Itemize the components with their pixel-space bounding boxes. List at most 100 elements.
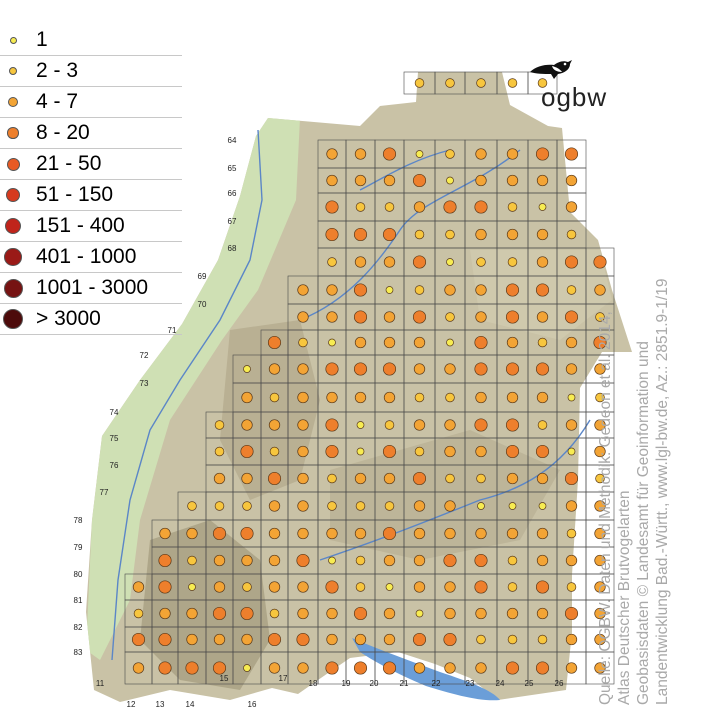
observation-dot (354, 527, 367, 540)
observation-dot (535, 444, 550, 459)
observation-dot (327, 257, 337, 267)
legend-swatch (8, 66, 18, 76)
observation-dot (241, 472, 253, 485)
observation-dot (297, 391, 309, 404)
observation-dot (325, 444, 339, 459)
observation-dot (212, 606, 227, 621)
observation-dot (444, 363, 456, 375)
observation-dot (383, 554, 396, 567)
row-label: 74 (110, 408, 119, 417)
observation-dot (477, 502, 485, 510)
observation-dot (594, 419, 606, 431)
legend-swatch (4, 248, 22, 266)
observation-dot (445, 392, 455, 403)
observation-dot (565, 336, 578, 349)
observation-dot (382, 362, 397, 376)
observation-dot (475, 391, 487, 404)
legend-swatch (2, 308, 24, 330)
observation-dot (594, 445, 606, 458)
observation-dot (564, 310, 579, 324)
observation-dot (474, 200, 488, 214)
column-label: 20 (370, 679, 379, 688)
legend-item: 51 - 150 (0, 180, 182, 211)
observation-dot (326, 284, 338, 296)
observation-dot (413, 554, 426, 567)
observation-dot (356, 447, 365, 456)
observation-dot (268, 363, 281, 375)
observation-dot (507, 634, 518, 645)
legend-swatch (3, 278, 23, 298)
observation-dot (297, 500, 309, 512)
observation-dot (507, 78, 518, 88)
column-label: 26 (555, 679, 564, 688)
legend-swatch (6, 157, 20, 171)
observation-dot (243, 365, 251, 373)
observation-dot (476, 634, 486, 645)
observation-dot (326, 527, 338, 540)
observation-dot (355, 555, 366, 566)
column-label: 22 (432, 679, 441, 688)
observation-dot (241, 391, 253, 404)
row-label: 73 (140, 379, 149, 388)
observation-dot (383, 336, 396, 349)
observation-dot (355, 202, 366, 212)
observation-dot (354, 633, 367, 646)
observation-dot (414, 78, 425, 88)
legend-label: 1 (36, 28, 48, 51)
observation-dot (412, 255, 427, 269)
observation-dot (242, 501, 252, 511)
observation-dot (566, 582, 577, 592)
observation-dot (444, 662, 456, 674)
observation-dot (507, 257, 518, 267)
observation-dot (133, 608, 144, 619)
observation-dot (297, 581, 309, 593)
observation-dot (356, 421, 365, 429)
observation-dot (240, 444, 254, 459)
observation-dot (476, 78, 486, 88)
observation-dot (186, 633, 198, 646)
column-label: 21 (400, 679, 409, 688)
observation-dot (506, 228, 519, 241)
row-label: 70 (198, 300, 207, 309)
observation-dot (328, 556, 336, 565)
observation-dot (566, 285, 577, 295)
observation-dot (187, 501, 197, 511)
observation-dot (414, 446, 425, 457)
observation-dot (414, 229, 425, 240)
observation-dot (443, 632, 457, 647)
observation-dot (475, 148, 487, 160)
observation-dot (475, 228, 487, 241)
observation-dot (328, 338, 336, 347)
observation-dot (594, 662, 606, 674)
observation-dot (354, 148, 367, 160)
observation-dot (188, 583, 196, 591)
source-note: Quelle: OGBW. Daten und Methodik: Gedeon… (596, 5, 672, 705)
observation-dot (476, 473, 486, 484)
observation-dot (267, 471, 282, 486)
legend-swatch (7, 127, 19, 139)
observation-dot (269, 392, 280, 403)
danube-river (319, 419, 591, 561)
observation-dot (296, 632, 310, 647)
observation-dot (415, 609, 424, 618)
tributary-river (359, 149, 451, 191)
column-labels: 11 12 13 14 15 16 17 18 19 20 21 22 23 24 25 26 (96, 674, 564, 709)
observation-dot (269, 608, 280, 619)
observation-dot (537, 634, 548, 645)
legend-item: 8 - 20 (0, 118, 182, 149)
observation-dot (566, 229, 577, 240)
observation-dot (444, 445, 456, 458)
observation-dot (412, 173, 427, 188)
observation-dot (565, 554, 578, 567)
observation-dot (267, 632, 282, 647)
row-label: 81 (74, 596, 83, 605)
column-label: 13 (156, 700, 165, 709)
observation-dot (505, 418, 520, 432)
observation-dot (354, 472, 367, 485)
observation-dot (536, 256, 549, 268)
observation-dot (353, 227, 368, 242)
observation-dot (413, 527, 426, 540)
observation-dot (353, 283, 368, 297)
row-label: 67 (228, 217, 237, 226)
observation-dot (594, 363, 606, 375)
